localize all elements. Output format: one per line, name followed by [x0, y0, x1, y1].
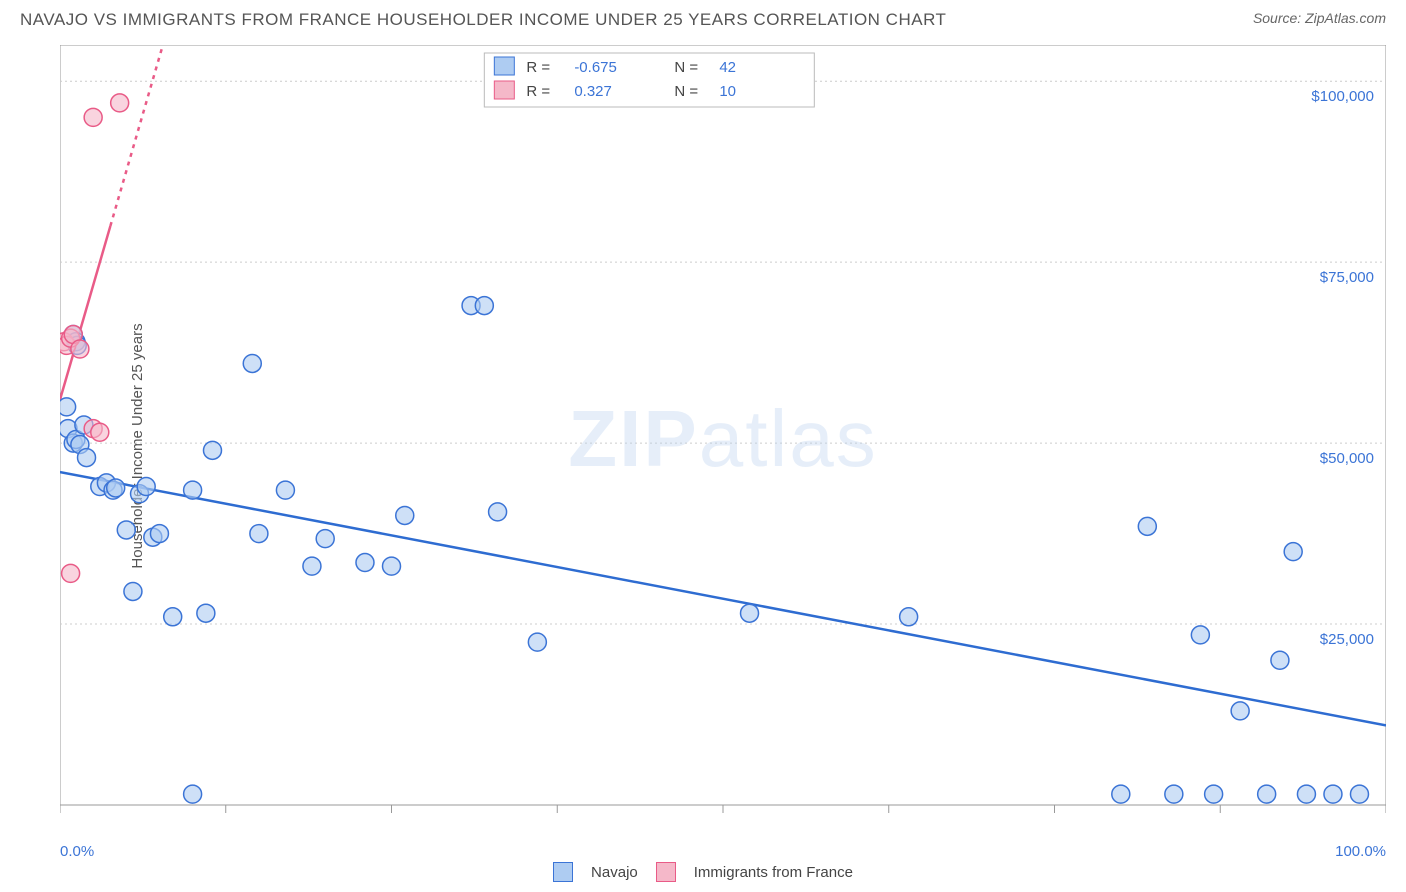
svg-text:42: 42 — [719, 59, 736, 76]
legend-label-navajo: Navajo — [591, 864, 638, 881]
trend-lines — [60, 45, 1386, 725]
plot-border — [60, 45, 1386, 805]
legend-swatch-france — [656, 862, 676, 882]
correlation-legend: R = -0.675 N = 42 R = 0.327 N = 10 — [484, 53, 814, 107]
legend-swatch-navajo — [553, 862, 573, 882]
svg-text:R =: R = — [526, 83, 550, 100]
svg-text:10: 10 — [719, 83, 736, 100]
x-axis-end-label: 100.0% — [1335, 843, 1386, 860]
svg-text:0.327: 0.327 — [574, 83, 612, 100]
y-tick-labels: $25,000 $50,000 $75,000 $100,000 — [1311, 88, 1374, 648]
series-legend: Navajo Immigrants from France — [0, 862, 1406, 882]
chart-svg: $25,000 $50,000 $75,000 $100,000 R = -0.675 N… — [60, 45, 1386, 832]
chart-title: NAVAJO VS IMMIGRANTS FROM FRANCE HOUSEHO… — [20, 10, 946, 30]
svg-text:R =: R = — [526, 59, 550, 76]
x-axis-start-label: 0.0% — [60, 843, 94, 860]
x-axis-labels: 0.0% 100.0% — [60, 843, 1386, 860]
x-ticks — [60, 805, 1386, 813]
svg-text:$75,000: $75,000 — [1320, 269, 1374, 286]
svg-text:N =: N = — [674, 83, 698, 100]
scatter-chart: ZIPatlas $25,000$50,000$75,000$100,000 R… — [60, 45, 1386, 832]
svg-text:$100,000: $100,000 — [1311, 88, 1374, 105]
svg-text:-0.675: -0.675 — [574, 59, 617, 76]
svg-text:N =: N = — [674, 59, 698, 76]
series-france-points — [60, 94, 129, 582]
svg-text:$25,000: $25,000 — [1320, 631, 1374, 648]
source-attribution: Source: ZipAtlas.com — [1253, 10, 1386, 26]
svg-text:$50,000: $50,000 — [1320, 450, 1374, 467]
series-navajo-points — [60, 297, 1368, 804]
legend-label-france: Immigrants from France — [694, 864, 853, 881]
